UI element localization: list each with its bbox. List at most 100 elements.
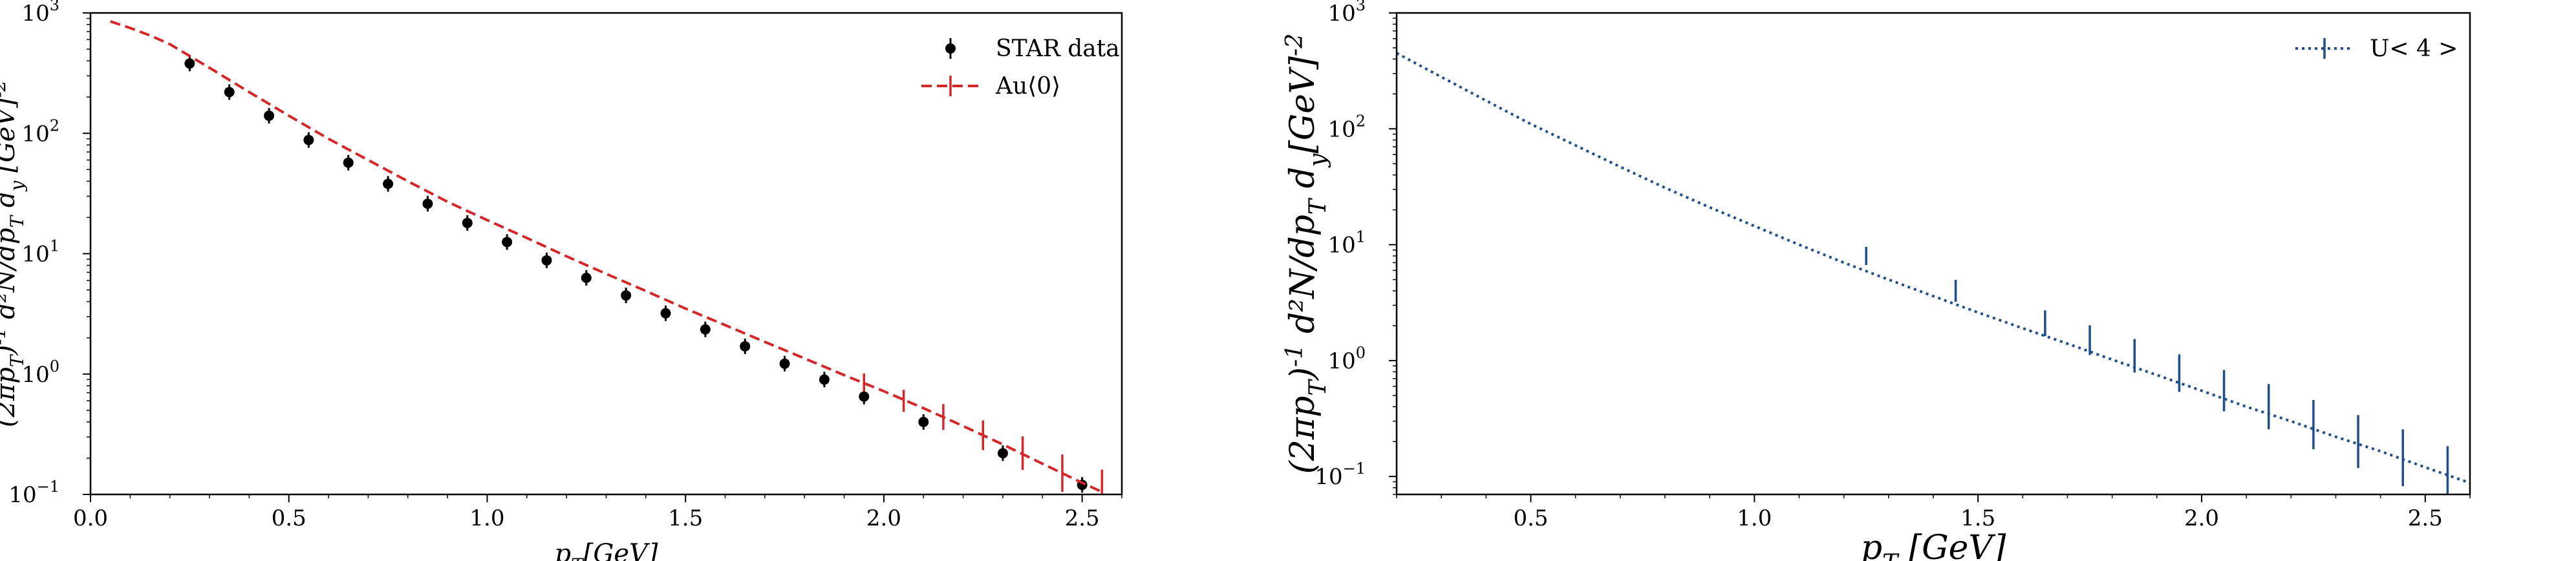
label-segment: d xyxy=(1283,167,1322,199)
y-axis-label-right: (2πpT)-1 d²N/dpT dy[GeV]-2 xyxy=(1280,34,1331,474)
y-tick-base: 10 xyxy=(21,362,49,388)
label-segment: p xyxy=(554,539,571,561)
label-segment: (2πp xyxy=(1283,396,1322,474)
x-tick-label: 0.5 xyxy=(1513,505,1548,531)
series-1 xyxy=(110,20,1104,494)
series-0 xyxy=(184,56,1088,493)
data-point xyxy=(383,178,394,189)
data-point xyxy=(660,308,671,319)
y-tick-exponent: 1 xyxy=(1356,228,1366,246)
data-point xyxy=(740,341,751,352)
plot-marks xyxy=(110,20,1104,494)
label-segment: T xyxy=(571,555,585,561)
data-point xyxy=(859,391,870,402)
y-tick-base: 10 xyxy=(1327,348,1355,374)
y-tick-label: 10−1 xyxy=(8,478,59,508)
data-point xyxy=(779,358,790,369)
x-tick-label: 1.0 xyxy=(1737,505,1772,531)
label-segment: T xyxy=(1304,197,1331,215)
label-segment: T xyxy=(1882,549,1900,561)
label-segment: T xyxy=(1304,379,1331,396)
x-tick-label: 0.0 xyxy=(73,505,108,531)
x-tick-label: 2.5 xyxy=(1065,505,1100,531)
label-segment: -1 xyxy=(1280,344,1308,366)
plot-marks xyxy=(1397,52,2470,494)
y-tick-base: 10 xyxy=(21,121,49,147)
y-tick-base: 10 xyxy=(21,242,49,268)
y-tick-label: 101 xyxy=(21,237,59,268)
y-tick-label: 100 xyxy=(21,357,59,388)
label-segment: [GeV] xyxy=(1898,529,2006,561)
label-segment: d²N/dp xyxy=(1283,215,1322,344)
label-segment: ) xyxy=(0,345,21,356)
data-point xyxy=(581,272,592,283)
label-segment: d xyxy=(0,191,21,215)
data-point xyxy=(343,157,354,168)
y-tick-label: 10−1 xyxy=(1315,460,1366,490)
y-tick-base: 10 xyxy=(1315,464,1342,490)
x-tick-label: 1.5 xyxy=(668,505,703,531)
y-tick-label: 103 xyxy=(1327,0,1366,26)
y-tick-exponent: 0 xyxy=(1356,344,1366,362)
y-tick-base: 10 xyxy=(1327,1,1355,26)
y-tick-label: 102 xyxy=(21,116,59,147)
data-point xyxy=(502,237,513,248)
y-tick-base: 10 xyxy=(8,482,36,508)
y-tick-exponent: 2 xyxy=(50,116,59,134)
label-segment: -1 xyxy=(0,328,10,345)
label-segment: y xyxy=(6,180,28,192)
series-0 xyxy=(1397,52,2470,494)
y-tick-base: 10 xyxy=(21,1,49,26)
data-point xyxy=(621,290,632,301)
legend-entry-label: STAR data xyxy=(996,36,1120,62)
legend-entry-label: Au⟨0⟩ xyxy=(995,73,1060,100)
label-segment: d²N/dp xyxy=(0,228,21,327)
axes-frame-right xyxy=(1395,12,2471,496)
y-tick-label: 102 xyxy=(1327,112,1366,142)
legend-marker xyxy=(945,43,956,54)
data-point xyxy=(997,448,1008,459)
y-tick-exponent: 0 xyxy=(50,357,59,376)
y-tick-base: 10 xyxy=(1327,116,1355,142)
legend-right: U< 4 > xyxy=(2295,36,2458,62)
y-axis-label-left: (2πpT)-1 d²N/dpT dy [GeV]-2 xyxy=(0,80,28,427)
y-tick-label: 100 xyxy=(1327,344,1366,374)
y-tick-exponent: −1 xyxy=(1343,460,1366,478)
label-segment: ) xyxy=(1283,367,1322,381)
data-point xyxy=(819,374,830,385)
legend-entry-label: U< 4 > xyxy=(2370,36,2458,62)
x-tick-label: 2.5 xyxy=(2408,505,2443,531)
axes-frame-left xyxy=(89,12,1123,496)
x-tick-label: 2.0 xyxy=(2184,505,2219,531)
x-tick-label: 0.5 xyxy=(272,505,306,531)
legend-left: STAR data Au⟨0⟩ xyxy=(921,36,1120,100)
data-point xyxy=(224,87,235,98)
y-tick-exponent: 1 xyxy=(50,237,59,255)
data-point xyxy=(918,416,929,427)
x-tick-label: 1.5 xyxy=(1960,505,1995,531)
x-axis-label-right: pT [GeV] xyxy=(1861,529,2006,561)
data-point xyxy=(462,217,473,228)
plot-area-left xyxy=(110,20,1104,494)
label-segment: -2 xyxy=(0,80,10,98)
data-point xyxy=(184,58,195,69)
y-tick-exponent: 2 xyxy=(1356,112,1366,130)
plot-area-right xyxy=(1397,52,2470,494)
data-point xyxy=(264,111,275,122)
series-line xyxy=(110,20,1103,493)
label-segment: -2 xyxy=(1280,34,1308,56)
label-segment: T xyxy=(6,354,28,367)
data-point xyxy=(700,324,711,335)
label-segment: [GeV] xyxy=(1283,56,1322,153)
data-point xyxy=(422,198,433,209)
y-tick-label: 101 xyxy=(1327,228,1366,259)
label-segment: [GeV] xyxy=(583,539,658,561)
y-tick-base: 10 xyxy=(1327,233,1355,259)
data-point xyxy=(541,255,552,266)
x-tick-label: 2.0 xyxy=(866,505,901,531)
